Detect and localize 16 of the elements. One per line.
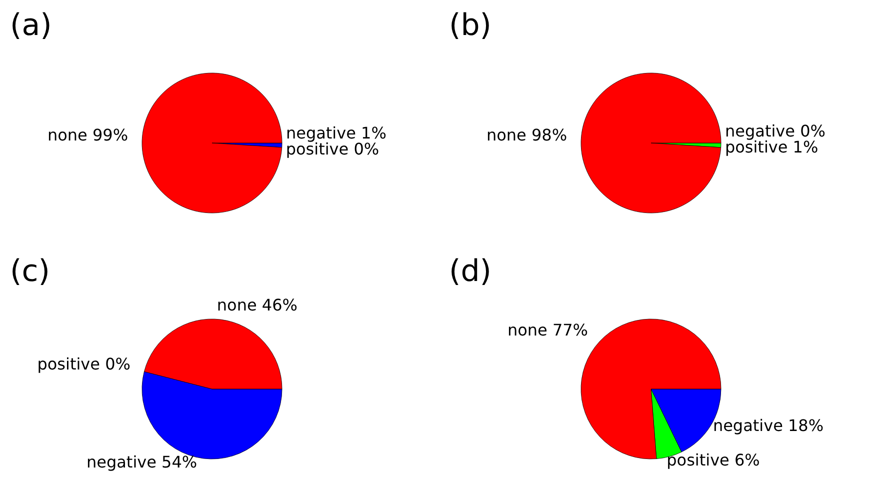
category-label: positive 0% <box>37 354 130 373</box>
pie-slice <box>142 72 282 214</box>
slice-label: negative 18% <box>712 415 824 434</box>
slice-label: none 46% <box>216 295 298 314</box>
chart-title: (b) <box>449 8 492 43</box>
chart-title: (a) <box>10 8 52 43</box>
slice-label: negative 54% <box>86 452 198 471</box>
category-label: negative 0% <box>725 121 826 140</box>
chart-title: (d) <box>449 254 492 288</box>
slice-label: none 98% <box>486 125 568 144</box>
pie-slice <box>580 72 722 214</box>
chart-title: (c) <box>10 254 50 288</box>
slice-label: positive 6% <box>666 450 760 469</box>
slice-label: negative 1% <box>286 124 386 143</box>
slice-label: none 77% <box>507 320 588 339</box>
slice-label: none 99% <box>47 126 128 145</box>
